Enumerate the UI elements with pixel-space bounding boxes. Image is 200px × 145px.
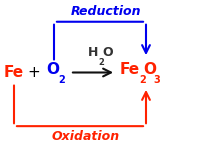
Text: 2: 2 <box>58 75 65 85</box>
Text: O: O <box>144 62 156 77</box>
Text: 3: 3 <box>154 75 160 85</box>
Text: Fe: Fe <box>4 65 24 80</box>
Text: O: O <box>46 62 60 77</box>
Text: Fe: Fe <box>120 62 140 77</box>
Text: Reduction: Reduction <box>71 5 141 18</box>
Text: +: + <box>28 65 40 80</box>
Text: 2: 2 <box>140 75 146 85</box>
Text: H: H <box>88 46 98 59</box>
Text: 2: 2 <box>98 58 104 67</box>
Text: Oxidation: Oxidation <box>52 130 120 143</box>
Text: O: O <box>103 46 113 59</box>
